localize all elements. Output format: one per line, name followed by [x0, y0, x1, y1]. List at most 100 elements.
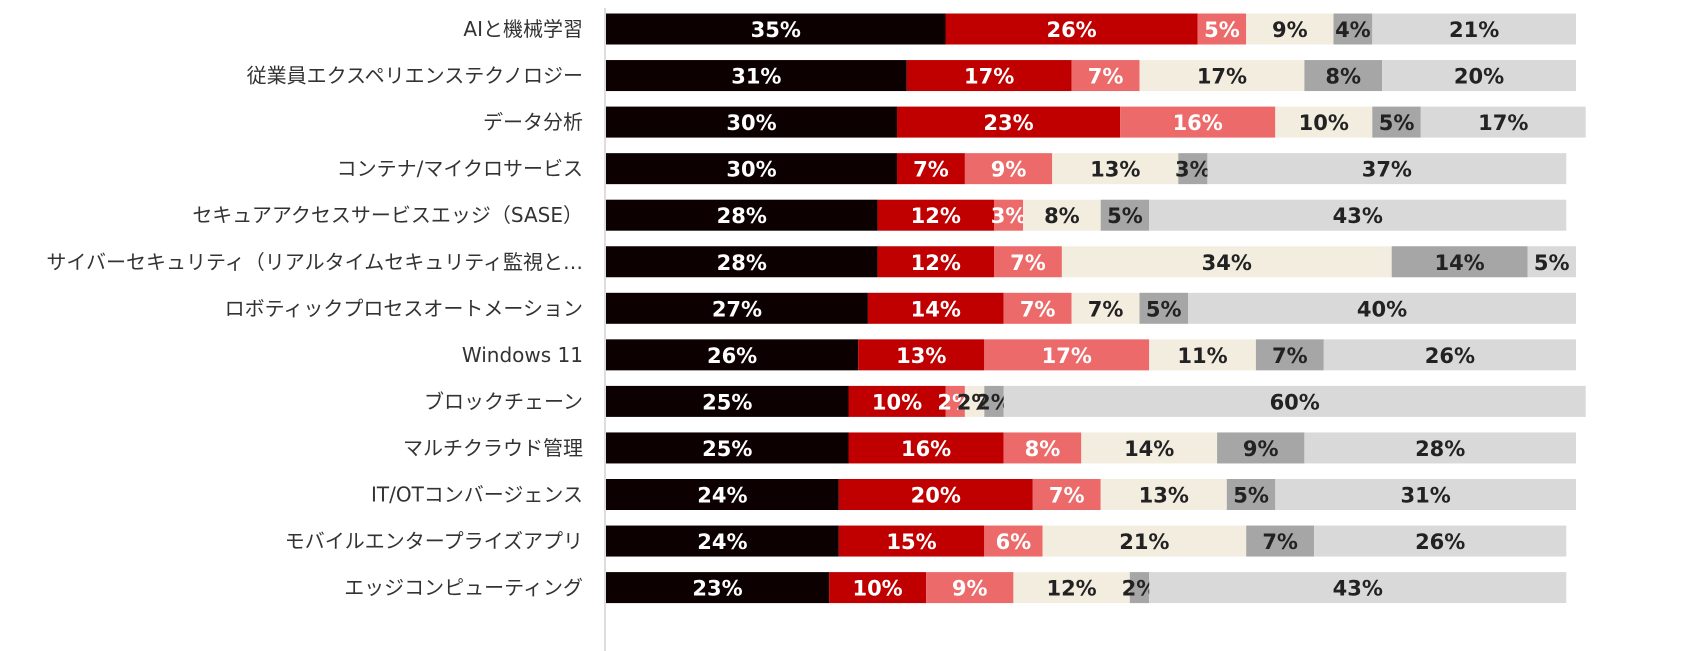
- value-label: 21%: [1449, 18, 1499, 42]
- bar-segment: [867, 292, 1004, 324]
- value-label: 5%: [1379, 111, 1415, 135]
- bar-segment: [1246, 525, 1315, 557]
- bar-segment: [1217, 432, 1305, 464]
- bar-segment: [1139, 292, 1188, 324]
- value-label: 7%: [1262, 530, 1298, 554]
- value-label: 16%: [901, 437, 951, 461]
- bar-segment: [906, 60, 1072, 92]
- bar-segment: [606, 525, 839, 557]
- value-label: 6%: [996, 530, 1032, 554]
- value-label: 10%: [872, 390, 922, 414]
- bar-segment: [1129, 572, 1150, 604]
- bar-segment: [606, 106, 897, 138]
- bar-segment: [1032, 479, 1101, 510]
- bar-segment: [606, 385, 849, 417]
- bar-segment: [848, 385, 946, 417]
- bar-segment: [994, 246, 1062, 278]
- value-label: 15%: [886, 530, 936, 554]
- bar-segment: [1100, 199, 1150, 231]
- bar-segment: [858, 339, 985, 371]
- category-label: データ分析: [483, 110, 583, 134]
- value-label: 9%: [952, 577, 988, 601]
- value-label: 5%: [1204, 18, 1240, 42]
- bar-segment: [1013, 572, 1130, 604]
- value-label: 21%: [1119, 530, 1169, 554]
- bar-segment: [606, 13, 946, 45]
- bar-segment: [606, 153, 897, 185]
- value-label: 7%: [1020, 297, 1056, 321]
- bar-segment: [1372, 13, 1576, 45]
- value-label: 3%: [1175, 158, 1211, 182]
- category-label: IT/OTコンバージェンス: [371, 483, 583, 507]
- value-label: 31%: [1401, 484, 1451, 508]
- bar-segment: [1061, 246, 1392, 278]
- bar-segment: [994, 199, 1024, 231]
- value-label: 17%: [1197, 65, 1247, 89]
- value-label: 7%: [1272, 344, 1308, 368]
- bar-segment: [945, 385, 965, 417]
- value-label: 60%: [1270, 390, 1320, 414]
- category-label: セキュアアクセスサービスエッジ（SASE）: [192, 203, 583, 227]
- value-label: 17%: [964, 65, 1014, 89]
- value-label: 7%: [1049, 484, 1085, 508]
- bar-segment: [606, 246, 878, 278]
- bar-segment: [829, 572, 927, 604]
- bar-segment: [1003, 432, 1082, 464]
- bar-segment: [1003, 292, 1072, 324]
- value-label: 35%: [751, 18, 801, 42]
- value-label: 27%: [712, 297, 762, 321]
- bar-segment: [1420, 106, 1586, 138]
- category-label: モバイルエンタープライズアプリ: [285, 529, 583, 553]
- bar-segment: [606, 60, 907, 92]
- value-label: 28%: [1415, 437, 1465, 461]
- bar-segment: [1139, 60, 1305, 92]
- value-label: 7%: [1088, 297, 1124, 321]
- bar-segment: [1071, 60, 1140, 92]
- value-label: 3%: [991, 204, 1027, 228]
- bar-segment: [606, 199, 878, 231]
- value-label: 43%: [1333, 577, 1383, 601]
- value-label: 28%: [717, 204, 767, 228]
- value-label: 16%: [1173, 111, 1223, 135]
- value-label: 7%: [913, 158, 949, 182]
- value-label: 14%: [1434, 251, 1484, 275]
- bar-segment: [984, 385, 1004, 417]
- value-label: 7%: [1088, 65, 1124, 89]
- bar-segment: [1052, 153, 1179, 185]
- value-label: 23%: [983, 111, 1033, 135]
- value-label: 23%: [692, 577, 742, 601]
- value-label: 25%: [702, 437, 752, 461]
- value-label: 11%: [1177, 344, 1227, 368]
- value-label: 25%: [702, 390, 752, 414]
- value-label: 37%: [1362, 158, 1412, 182]
- bar-segment: [1275, 479, 1576, 510]
- value-label: 12%: [1046, 577, 1096, 601]
- value-label: 20%: [1454, 65, 1504, 89]
- bar-segment: [1382, 60, 1576, 92]
- bar-segment: [1023, 199, 1101, 231]
- value-label: 9%: [1272, 18, 1308, 42]
- value-label: 5%: [1233, 484, 1269, 508]
- bar-segment: [964, 153, 1053, 185]
- value-label: 12%: [911, 251, 961, 275]
- value-label: 5%: [1107, 204, 1143, 228]
- bar-segment: [1207, 153, 1567, 185]
- category-label: 従業員エクスペリエンステクノロジー: [247, 64, 583, 88]
- bar-segment: [1333, 13, 1373, 45]
- bar-segment: [606, 292, 868, 324]
- value-label: 28%: [717, 251, 767, 275]
- value-label: 8%: [1044, 204, 1080, 228]
- value-label: 26%: [1415, 530, 1465, 554]
- bar-segment: [1100, 479, 1227, 510]
- bar-segment: [964, 385, 985, 417]
- bar-segment: [877, 199, 994, 231]
- value-label: 26%: [1046, 18, 1096, 42]
- value-label: 26%: [707, 344, 757, 368]
- bar-segment: [1003, 385, 1586, 417]
- bar-segment: [1178, 153, 1208, 185]
- bar-segment: [606, 572, 830, 604]
- value-label: 14%: [911, 297, 961, 321]
- value-label: 24%: [697, 530, 747, 554]
- bar-segment: [606, 432, 849, 464]
